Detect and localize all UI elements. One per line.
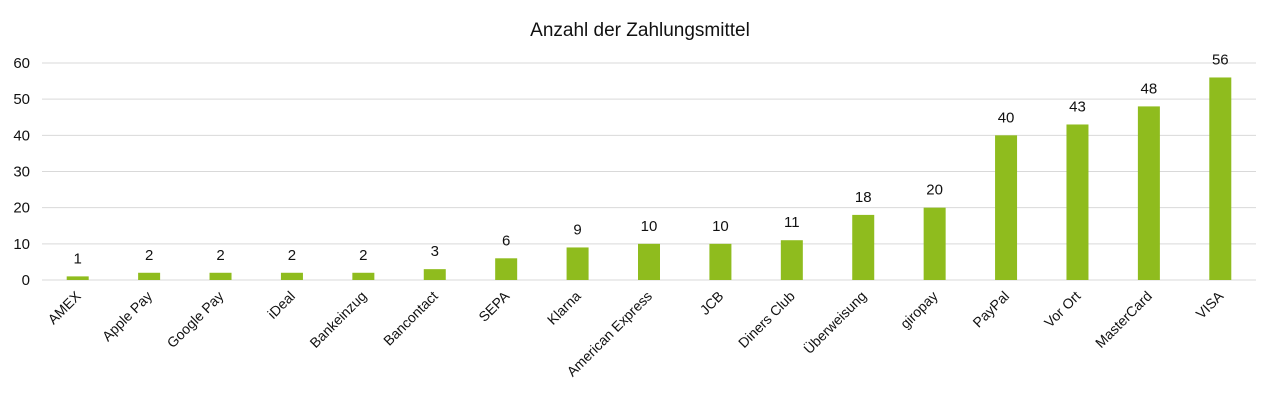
bar [995,135,1018,280]
bar [852,214,875,280]
data-label: 3 [431,243,439,260]
x-axis-categories: AMEX Apple Pay Google Pay iDeal Bankeinzug Ba… [44,287,1226,379]
data-label: 10 [641,218,658,235]
data-label: 9 [573,221,581,238]
category-label: Vor Ort [1041,288,1084,331]
category-label: Klarna [544,288,584,328]
category-label: Bancontact [380,288,441,349]
bar [566,247,589,280]
y-tick-label: 30 [13,164,30,181]
bar [1066,124,1089,280]
bar [66,276,89,280]
chart-title: Anzahl der Zahlungsmittel [530,20,750,41]
bar [709,243,732,280]
category-label: SEPA [475,287,512,324]
data-label: 10 [712,218,729,235]
y-axis-ticks: 0 10 20 30 40 50 60 [13,55,30,289]
data-label: 18 [855,189,872,206]
category-label: Apple Pay [99,288,155,344]
category-label: JCB [697,288,727,318]
data-label: 11 [784,214,800,231]
category-label: Bankeinzug [306,288,369,351]
bar [1209,77,1232,280]
category-label: AMEX [44,287,84,327]
bar [209,272,232,280]
data-label: 20 [926,182,943,199]
bar [923,207,946,280]
data-label: 6 [502,232,510,249]
data-label: 43 [1069,98,1086,115]
y-tick-label: 40 [13,127,30,144]
data-label: 48 [1141,80,1158,97]
data-label: 40 [998,109,1015,126]
bar [138,272,161,280]
y-tick-label: 50 [13,91,30,108]
bar [280,272,303,280]
bar [495,258,518,280]
bar [1137,106,1160,281]
bar [352,272,375,280]
y-tick-label: 60 [13,55,30,72]
bar [423,269,446,280]
data-labels: 1 2 2 2 2 3 6 9 10 10 11 18 20 40 43 48 56 [74,51,1229,267]
gridlines [42,62,1256,281]
data-label: 2 [359,247,367,264]
data-label: 2 [145,247,153,264]
data-label: 2 [288,247,296,264]
category-label: iDeal [264,288,298,322]
category-label: VISA [1193,287,1227,321]
category-label: Diners Club [735,288,798,351]
category-label: giropay [897,288,941,332]
bars [66,77,1232,281]
bar [780,240,803,280]
category-label: PayPal [969,288,1012,331]
data-label: 56 [1212,51,1229,68]
bar [638,243,660,280]
category-label: Google Pay [164,288,227,351]
data-label: 1 [74,250,82,267]
y-tick-label: 10 [13,236,30,253]
category-label: Überweisung [800,287,870,357]
y-tick-label: 0 [22,272,30,289]
data-label: 2 [216,247,224,264]
y-tick-label: 20 [13,200,30,217]
category-label: MasterCard [1092,288,1155,351]
